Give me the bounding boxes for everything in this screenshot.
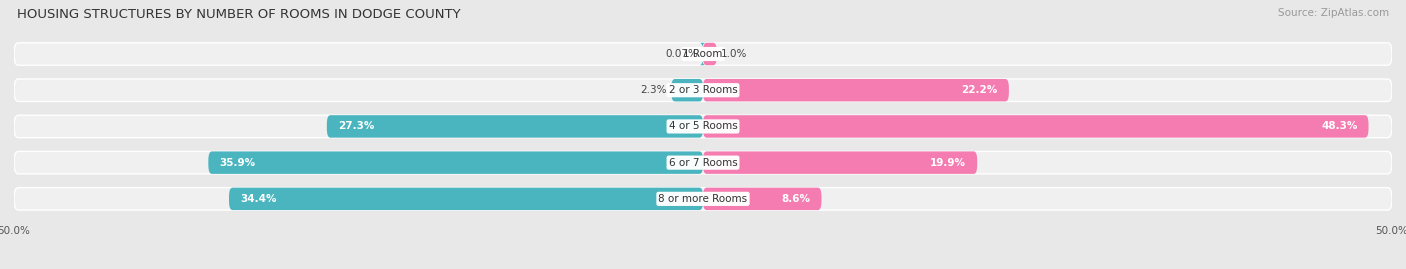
Text: 2.3%: 2.3%	[641, 85, 668, 95]
Text: 8 or more Rooms: 8 or more Rooms	[658, 194, 748, 204]
FancyBboxPatch shape	[14, 151, 1392, 174]
Text: 34.4%: 34.4%	[240, 194, 277, 204]
Text: 1.0%: 1.0%	[721, 49, 747, 59]
FancyBboxPatch shape	[14, 115, 1392, 138]
Text: 19.9%: 19.9%	[931, 158, 966, 168]
FancyBboxPatch shape	[703, 188, 821, 210]
Text: 4 or 5 Rooms: 4 or 5 Rooms	[669, 121, 737, 132]
FancyBboxPatch shape	[14, 79, 1392, 101]
FancyBboxPatch shape	[700, 43, 706, 65]
Text: HOUSING STRUCTURES BY NUMBER OF ROOMS IN DODGE COUNTY: HOUSING STRUCTURES BY NUMBER OF ROOMS IN…	[17, 8, 461, 21]
Text: 8.6%: 8.6%	[782, 194, 810, 204]
FancyBboxPatch shape	[703, 79, 1010, 101]
FancyBboxPatch shape	[703, 151, 977, 174]
Text: 1 Room: 1 Room	[683, 49, 723, 59]
FancyBboxPatch shape	[703, 43, 717, 65]
Text: 35.9%: 35.9%	[219, 158, 256, 168]
FancyBboxPatch shape	[671, 79, 703, 101]
FancyBboxPatch shape	[703, 115, 1368, 138]
FancyBboxPatch shape	[208, 151, 703, 174]
FancyBboxPatch shape	[326, 115, 703, 138]
Text: 22.2%: 22.2%	[962, 85, 998, 95]
Text: 48.3%: 48.3%	[1322, 121, 1358, 132]
Text: 27.3%: 27.3%	[337, 121, 374, 132]
FancyBboxPatch shape	[14, 43, 1392, 65]
FancyBboxPatch shape	[14, 188, 1392, 210]
Text: 0.07%: 0.07%	[665, 49, 697, 59]
Text: 2 or 3 Rooms: 2 or 3 Rooms	[669, 85, 737, 95]
Text: Source: ZipAtlas.com: Source: ZipAtlas.com	[1278, 8, 1389, 18]
Text: 6 or 7 Rooms: 6 or 7 Rooms	[669, 158, 737, 168]
FancyBboxPatch shape	[229, 188, 703, 210]
